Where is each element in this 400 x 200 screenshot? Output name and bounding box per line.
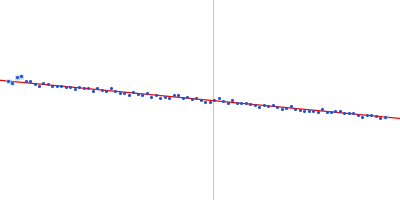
- Point: [314, 110, 321, 114]
- Point: [27, 80, 33, 83]
- Point: [341, 112, 348, 115]
- Point: [373, 114, 379, 117]
- Point: [40, 82, 47, 85]
- Point: [175, 94, 182, 97]
- Point: [45, 83, 51, 86]
- Point: [103, 89, 110, 92]
- Point: [184, 96, 190, 99]
- Point: [193, 97, 200, 100]
- Point: [117, 92, 123, 95]
- Point: [346, 112, 352, 115]
- Point: [148, 95, 154, 98]
- Point: [144, 91, 150, 95]
- Point: [247, 103, 253, 106]
- Point: [292, 107, 298, 110]
- Point: [54, 84, 60, 88]
- Point: [269, 103, 276, 106]
- Point: [220, 100, 226, 103]
- Point: [229, 99, 235, 102]
- Point: [112, 90, 118, 93]
- Point: [242, 102, 249, 105]
- Point: [108, 87, 114, 90]
- Point: [126, 94, 132, 97]
- Point: [296, 108, 303, 112]
- Point: [67, 86, 74, 89]
- Point: [135, 92, 141, 96]
- Point: [238, 102, 244, 105]
- Point: [31, 82, 38, 85]
- Point: [224, 101, 231, 104]
- Point: [305, 109, 312, 113]
- Point: [36, 85, 42, 88]
- Point: [274, 106, 280, 109]
- Point: [283, 106, 289, 109]
- Point: [166, 96, 172, 99]
- Point: [162, 95, 168, 98]
- Point: [301, 109, 307, 112]
- Point: [121, 91, 128, 94]
- Point: [252, 103, 258, 107]
- Point: [18, 75, 24, 78]
- Point: [265, 104, 271, 108]
- Point: [170, 94, 177, 97]
- Point: [157, 96, 164, 100]
- Point: [4, 79, 11, 83]
- Point: [81, 87, 87, 90]
- Point: [139, 93, 146, 96]
- Point: [206, 101, 213, 104]
- Point: [22, 80, 29, 83]
- Point: [180, 97, 186, 100]
- Point: [188, 97, 195, 100]
- Point: [198, 99, 204, 102]
- Point: [319, 108, 325, 111]
- Point: [355, 113, 361, 116]
- Point: [310, 109, 316, 112]
- Point: [85, 87, 92, 90]
- Point: [368, 113, 375, 116]
- Point: [234, 101, 240, 104]
- Point: [364, 113, 370, 116]
- Point: [332, 109, 339, 112]
- Point: [90, 89, 96, 93]
- Point: [278, 108, 285, 111]
- Point: [323, 110, 330, 113]
- Point: [256, 105, 262, 108]
- Point: [152, 93, 159, 96]
- Point: [211, 99, 217, 102]
- Point: [287, 104, 294, 108]
- Point: [63, 85, 69, 88]
- Point: [382, 116, 388, 119]
- Point: [9, 81, 15, 85]
- Point: [202, 100, 208, 104]
- Point: [377, 116, 384, 119]
- Point: [72, 88, 78, 91]
- Point: [49, 84, 56, 88]
- Point: [328, 110, 334, 113]
- Point: [337, 109, 343, 113]
- Point: [130, 90, 136, 93]
- Point: [76, 86, 83, 89]
- Point: [58, 84, 65, 87]
- Point: [260, 103, 267, 106]
- Point: [94, 86, 100, 89]
- Point: [216, 97, 222, 100]
- Point: [99, 88, 105, 91]
- Point: [13, 76, 20, 79]
- Point: [359, 115, 366, 119]
- Point: [350, 112, 357, 115]
